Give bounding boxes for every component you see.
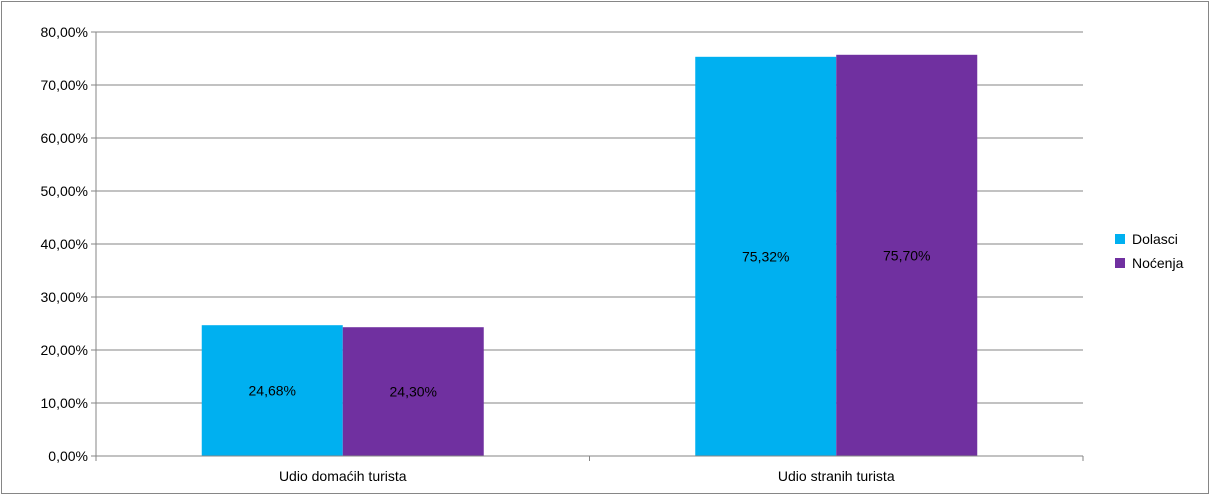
bars (201, 54, 978, 456)
axes (95, 32, 1084, 461)
y-tick-label: 70,00% (41, 77, 88, 93)
legend: Dolasci Noćenja (1115, 231, 1184, 271)
data-label: 75,32% (742, 248, 789, 264)
data-labels: 24,68% 24,30% 75,32% 75,70% (249, 247, 931, 399)
legend-label: Noćenja (1132, 255, 1184, 271)
data-label: 24,30% (390, 384, 437, 400)
y-axis-tick-labels: 0,00% 10,00% 20,00% 30,00% 40,00% 50,00% 60,00… (41, 24, 88, 464)
y-tick-label: 0,00% (48, 448, 88, 464)
y-tick-label: 10,00% (41, 395, 88, 411)
bar-nocenja (342, 327, 484, 456)
bar-dolasci (201, 325, 343, 456)
y-tick-label: 60,00% (41, 130, 88, 146)
x-axis-category-labels: Udio domaćih turista Udio stranih turista (279, 468, 895, 484)
x-category-label: Udio domaćih turista (279, 468, 407, 484)
data-label: 24,68% (249, 383, 296, 399)
bar-dolasci (695, 56, 837, 456)
y-tick-label: 40,00% (41, 236, 88, 252)
legend-swatch (1115, 258, 1125, 268)
y-tick-label: 50,00% (41, 183, 88, 199)
legend-swatch (1115, 234, 1125, 244)
data-label: 75,70% (883, 247, 930, 263)
legend-label: Dolasci (1132, 231, 1178, 247)
y-tick-label: 80,00% (41, 24, 88, 40)
y-tick-label: 30,00% (41, 289, 88, 305)
bar-nocenja (836, 54, 978, 456)
x-category-label: Udio stranih turista (778, 468, 895, 484)
y-tick-label: 20,00% (41, 342, 88, 358)
